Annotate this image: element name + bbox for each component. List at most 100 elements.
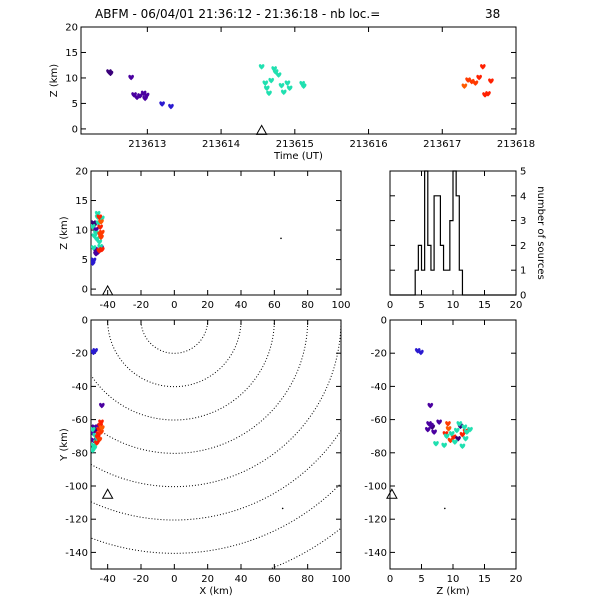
y-tick-label: 5	[82, 255, 88, 266]
y-tick-label: -100	[364, 482, 387, 493]
y-tick-label: 10	[65, 73, 78, 84]
x-tick-label: 5	[418, 574, 424, 585]
x-tick-label: 20	[201, 574, 214, 585]
source-point-27	[96, 214, 103, 220]
range-ring	[91, 320, 275, 421]
panel-time-height: 213613 213614 213615 213616 213617 213618 0 5 10…	[49, 23, 535, 163]
source-point-19	[441, 442, 448, 449]
plot-frame	[90, 319, 342, 570]
x-tick-label: 20	[510, 574, 523, 585]
source-point-33	[488, 78, 494, 84]
plot-area	[91, 210, 282, 266]
x-tick-label: 213616	[349, 139, 387, 150]
x-tick-label: 20	[510, 300, 523, 311]
x-tick-label: 10	[447, 574, 460, 585]
source-point-23	[99, 425, 105, 431]
y-tick-label: 15	[75, 196, 88, 207]
plot-frame	[80, 26, 517, 135]
y-tick-label: 0	[72, 124, 78, 135]
source-point-20	[280, 89, 287, 96]
plot-area	[91, 320, 341, 569]
panel-x-height: -40 -20 0 20 40 60 80 100 0 5 10 15 20 Z (km)	[59, 167, 351, 312]
time-axis-label: Time (UT)	[273, 151, 323, 162]
x-tick-label: 80	[301, 574, 314, 585]
y-tick-label: 0	[82, 285, 88, 296]
source-point-26	[462, 436, 469, 442]
source-point-28	[472, 80, 479, 86]
x-tick-label: 5	[418, 300, 424, 311]
x-tick-label: 60	[268, 300, 281, 311]
y-tick-label: 1	[520, 266, 526, 277]
source-point-8	[143, 92, 150, 99]
source-point-24	[94, 440, 100, 446]
source-point-13	[263, 85, 270, 91]
y-tick-label: -120	[65, 515, 88, 526]
station-triangle	[386, 488, 398, 499]
source-point-12	[262, 80, 269, 86]
y-tick-label: -60	[72, 415, 88, 426]
source-point-30	[280, 237, 282, 240]
y-tick-label: 3	[520, 216, 526, 227]
figure-title: ABFM - 06/04/01 21:36:12 - 21:36:18 - nb…	[95, 7, 500, 21]
y-tick-label: -40	[72, 382, 88, 393]
source-point-22	[98, 219, 104, 225]
source-point-17	[91, 223, 96, 230]
plot-area	[414, 348, 473, 510]
source-point-24	[300, 83, 307, 89]
source-point-28	[459, 443, 466, 450]
y-tick-label: 5	[72, 99, 78, 110]
histogram-line	[390, 170, 516, 296]
source-point-22	[286, 85, 293, 91]
range-ring	[91, 482, 341, 554]
x-tick-label: 0	[387, 574, 393, 585]
x-axis-label: X (km)	[199, 586, 232, 597]
source-point-22	[98, 429, 104, 435]
source-point-29	[476, 74, 482, 81]
source-point-2	[427, 402, 434, 409]
source-point-10	[445, 421, 451, 427]
x-tick-label: 213617	[423, 139, 461, 150]
station-triangle	[101, 488, 114, 499]
source-point-11	[258, 64, 265, 70]
x-tick-label: -20	[133, 574, 149, 585]
source-point-5	[431, 429, 437, 435]
station-triangle	[101, 284, 114, 296]
x-tick-label: 100	[331, 574, 350, 585]
y-axis-label: Y (km)	[59, 428, 70, 462]
y-axis-label: Z (km)	[59, 216, 70, 249]
x-tick-label: 213613	[128, 139, 166, 150]
y-tick-label: 20	[75, 167, 88, 178]
x-tick-label: 0	[171, 574, 177, 585]
x-tick-label: 60	[268, 574, 281, 585]
y-axis-label: number of sources	[535, 186, 546, 279]
source-point-21	[284, 80, 291, 86]
y-tick-label: -80	[371, 448, 387, 459]
y-tick-label: -100	[65, 482, 88, 493]
source-point-1	[107, 70, 114, 77]
source-point-13	[445, 426, 452, 432]
source-point-13	[91, 245, 97, 251]
x-tick-label: 100	[331, 300, 350, 311]
x-tick-label: -20	[133, 300, 149, 311]
y-tick-label: -80	[72, 448, 88, 459]
source-point-25	[461, 83, 468, 89]
source-point-14	[91, 426, 96, 433]
source-point-10	[168, 103, 174, 110]
y-tick-label: 15	[65, 48, 78, 59]
source-point-25	[281, 507, 284, 510]
x-tick-label: 0	[387, 300, 393, 311]
x-tick-label: 10	[447, 300, 460, 311]
source-point-7	[428, 422, 434, 429]
source-point-29	[96, 248, 103, 254]
y-tick-label: 4	[520, 191, 526, 202]
source-point-22	[456, 421, 463, 427]
x-tick-label: -40	[99, 574, 115, 585]
y-tick-label: -20	[371, 349, 387, 360]
y-tick-label: -60	[371, 415, 387, 426]
range-ring	[107, 320, 242, 388]
x-tick-label: 40	[235, 300, 248, 311]
panel-z-y-view: 0 5 10 15 20 -140 -120 -100 -80 -60 -40 -20 0 Z (km)	[364, 316, 522, 598]
title-text: ABFM - 06/04/01 21:36:12 - 21:36:18 - nb…	[95, 7, 380, 21]
